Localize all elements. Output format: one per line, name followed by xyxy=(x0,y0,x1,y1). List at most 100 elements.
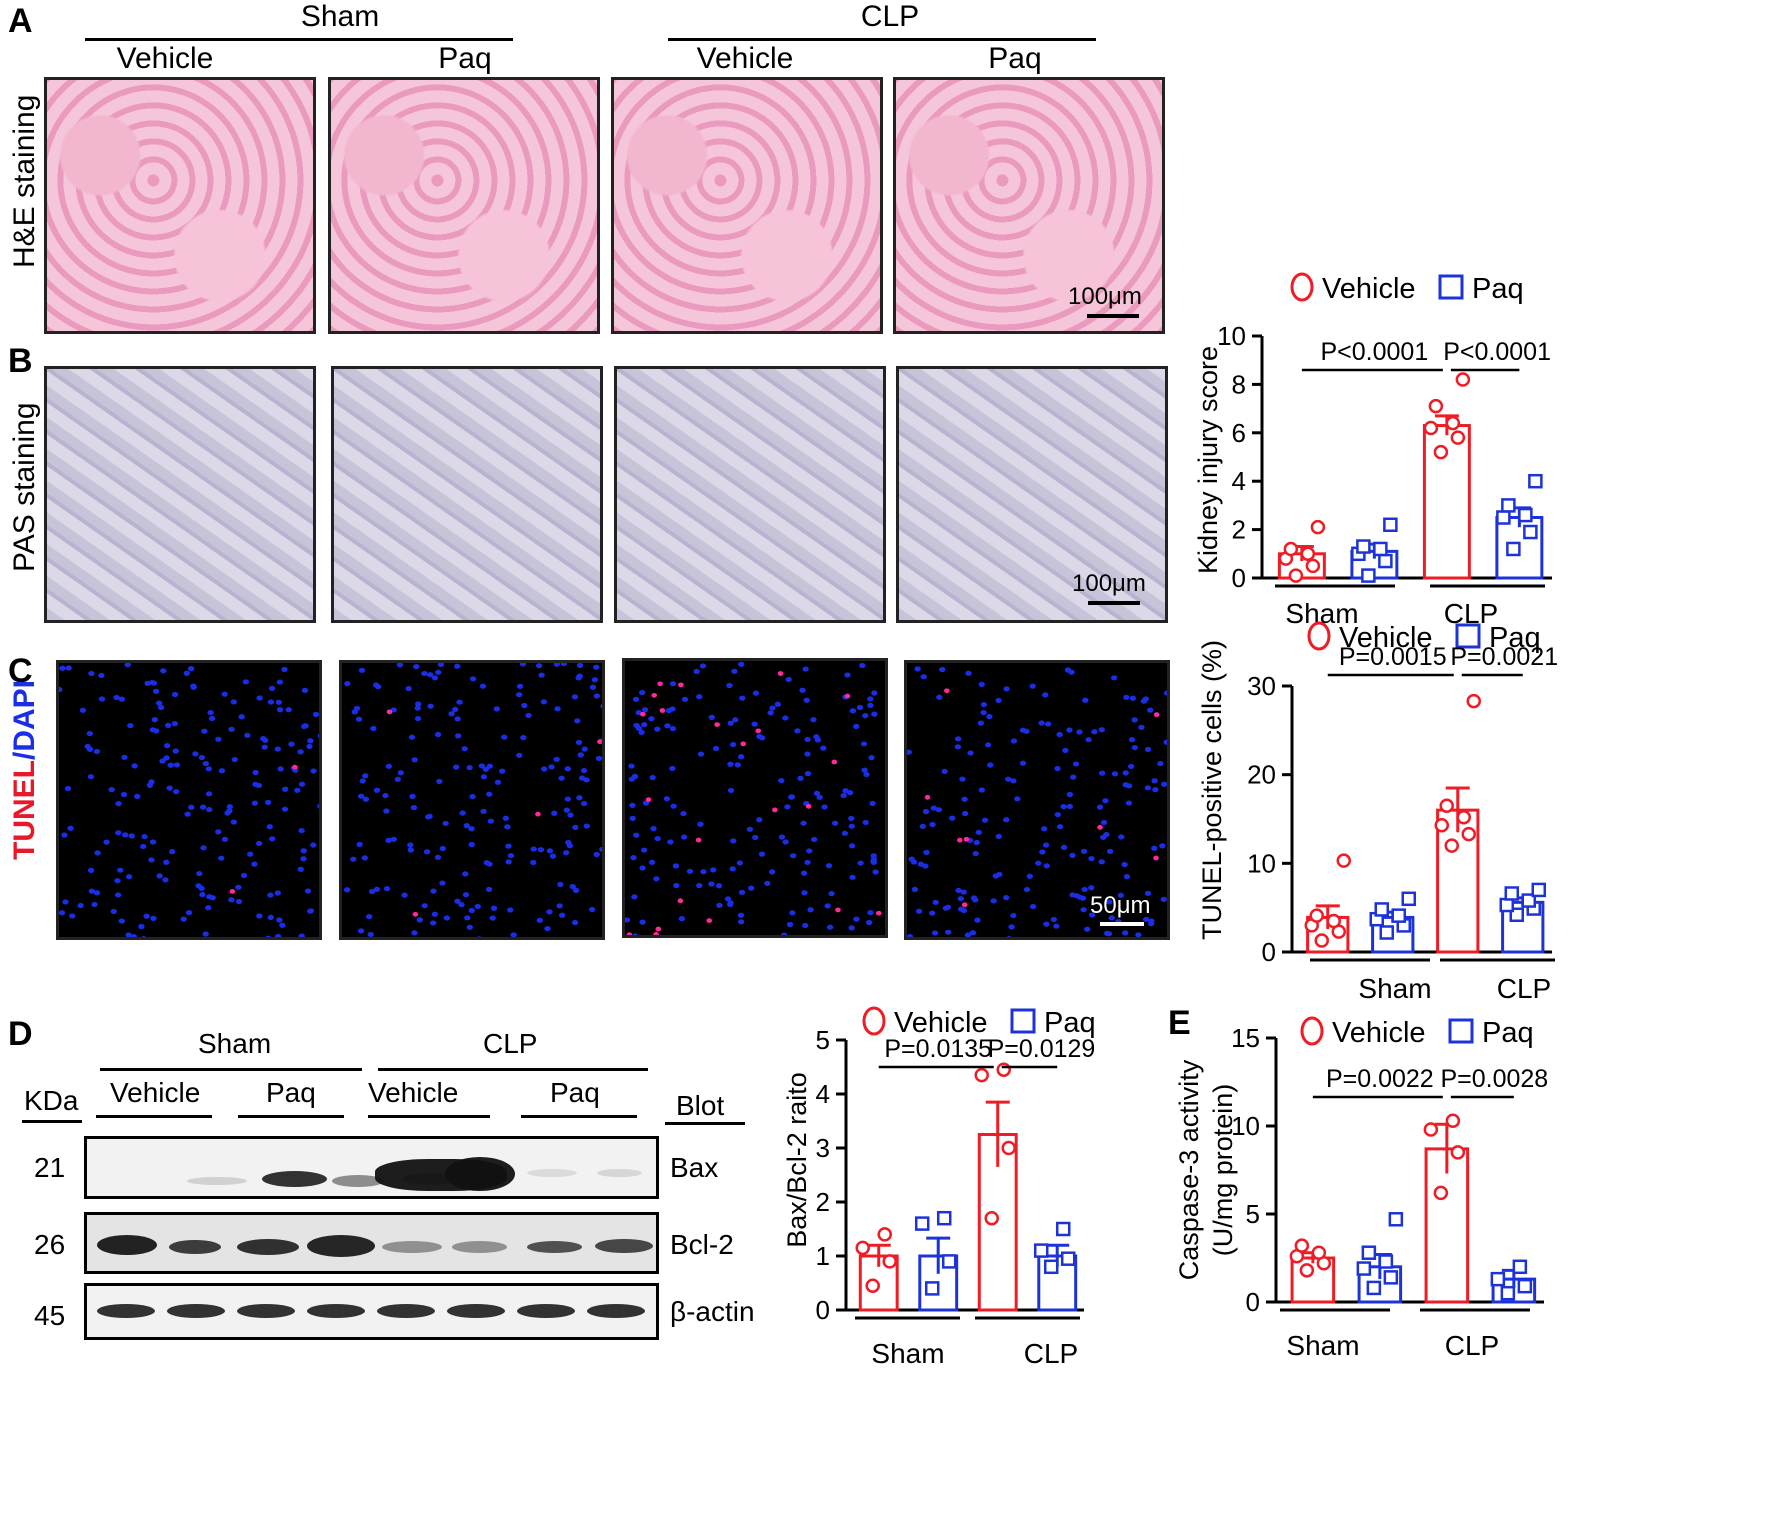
dapi-nucleus xyxy=(663,796,671,802)
dapi-nucleus xyxy=(355,716,363,722)
dapi-nucleus xyxy=(1023,886,1031,893)
dapi-nucleus xyxy=(252,769,259,776)
dapi-nucleus xyxy=(274,746,281,752)
dapi-nucleus xyxy=(807,907,814,913)
dapi-nucleus xyxy=(439,845,447,852)
he-scale-bar xyxy=(1087,314,1139,318)
dapi-nucleus xyxy=(276,679,284,685)
dapi-nucleus xyxy=(361,855,368,861)
tunel-positive-nucleus xyxy=(653,932,659,935)
dapi-nucleus xyxy=(362,796,370,802)
dapi-nucleus xyxy=(848,815,855,822)
dapi-nucleus xyxy=(580,767,588,774)
tunel-positive-nucleus xyxy=(695,837,702,843)
dapi-nucleus xyxy=(143,913,150,919)
dapi-nucleus xyxy=(978,681,985,688)
dapi-nucleus xyxy=(207,709,214,716)
y-tick-label: 4 xyxy=(816,1079,830,1109)
dapi-nucleus xyxy=(959,776,966,782)
dapi-nucleus xyxy=(964,932,972,937)
dapi-nucleus xyxy=(424,814,432,820)
dapi-nucleus xyxy=(480,774,488,780)
dapi-nucleus xyxy=(448,711,455,717)
blot-sham-line xyxy=(100,1068,362,1071)
y-tick-label: 0 xyxy=(1262,937,1276,967)
dapi-nucleus xyxy=(359,778,366,784)
legend-vehicle-label: Vehicle xyxy=(1339,622,1433,654)
dapi-nucleus xyxy=(462,892,470,898)
tunel-positive-nucleus xyxy=(706,918,713,923)
dapi-nucleus xyxy=(413,663,420,670)
dapi-nucleus xyxy=(767,710,774,716)
dapi-nucleus xyxy=(800,870,808,876)
dapi-nucleus xyxy=(560,663,568,667)
dapi-nucleus xyxy=(350,856,357,862)
dapi-nucleus xyxy=(633,722,640,729)
dapi-nucleus xyxy=(141,936,147,937)
dapi-nucleus xyxy=(205,766,213,772)
blot-strip-bcl2 xyxy=(84,1212,659,1274)
dapi-nucleus xyxy=(507,907,514,913)
data-point-vehicle xyxy=(1445,1113,1461,1128)
dapi-nucleus xyxy=(650,826,657,832)
dapi-nucleus xyxy=(593,851,600,858)
dapi-nucleus xyxy=(300,848,307,854)
dapi-nucleus xyxy=(125,932,132,937)
dapi-nucleus xyxy=(149,839,157,845)
dapi-nucleus xyxy=(563,850,570,856)
dapi-nucleus xyxy=(163,859,170,865)
dapi-nucleus xyxy=(799,687,806,693)
tunel-positive-nucleus xyxy=(714,722,720,728)
tunel-image-sham-vehicle xyxy=(56,660,322,940)
dapi-nucleus xyxy=(275,699,283,705)
dapi-nucleus xyxy=(59,910,66,916)
dapi-nucleus xyxy=(980,701,988,708)
data-point-vehicle xyxy=(1433,444,1449,460)
dapi-nucleus xyxy=(368,888,376,895)
y-tick-label: 6 xyxy=(1232,418,1246,448)
dapi-nucleus xyxy=(1014,796,1021,802)
dapi-nucleus xyxy=(206,894,213,900)
dapi-nucleus xyxy=(490,905,498,911)
data-point-vehicle xyxy=(1450,1145,1466,1160)
dapi-nucleus xyxy=(69,913,76,919)
dapi-nucleus xyxy=(629,815,636,821)
dapi-nucleus xyxy=(826,924,834,930)
data-point-paq xyxy=(1356,1261,1372,1276)
dapi-nucleus xyxy=(565,839,572,846)
dapi-nucleus xyxy=(171,691,179,698)
dapi-nucleus xyxy=(251,861,258,867)
dapi-nucleus xyxy=(113,694,120,701)
dapi-nucleus xyxy=(551,810,558,816)
dapi-nucleus xyxy=(152,688,160,694)
dapi-nucleus xyxy=(931,930,939,936)
dapi-nucleus xyxy=(221,836,229,842)
dapi-nucleus xyxy=(588,906,596,913)
dapi-nucleus xyxy=(869,800,876,807)
dapi-nucleus xyxy=(285,707,292,713)
dapi-nucleus xyxy=(120,791,128,798)
dapi-nucleus xyxy=(405,685,412,692)
dapi-nucleus xyxy=(183,670,191,676)
dapi-nucleus xyxy=(307,908,315,914)
kda-line xyxy=(22,1120,82,1123)
dapi-nucleus xyxy=(1151,845,1158,851)
dapi-nucleus xyxy=(200,845,207,851)
dapi-nucleus xyxy=(865,919,873,926)
dapi-nucleus xyxy=(638,689,646,696)
dapi-nucleus xyxy=(118,918,125,924)
dapi-nucleus xyxy=(1029,683,1036,689)
dapi-nucleus xyxy=(576,795,583,801)
data-point-vehicle xyxy=(865,1278,880,1293)
tunel-positive-nucleus xyxy=(831,759,838,765)
dapi-nucleus xyxy=(1062,747,1069,753)
dapi-nucleus xyxy=(727,787,735,794)
dapi-nucleus xyxy=(915,908,923,914)
legend-vehicle-marker xyxy=(862,1006,886,1036)
tunel-positive-nucleus xyxy=(626,932,633,935)
dapi-nucleus xyxy=(451,706,459,713)
dapi-nucleus xyxy=(140,843,147,850)
dapi-nucleus xyxy=(825,863,833,869)
dapi-nucleus xyxy=(430,888,437,894)
dapi-nucleus xyxy=(1091,729,1098,735)
